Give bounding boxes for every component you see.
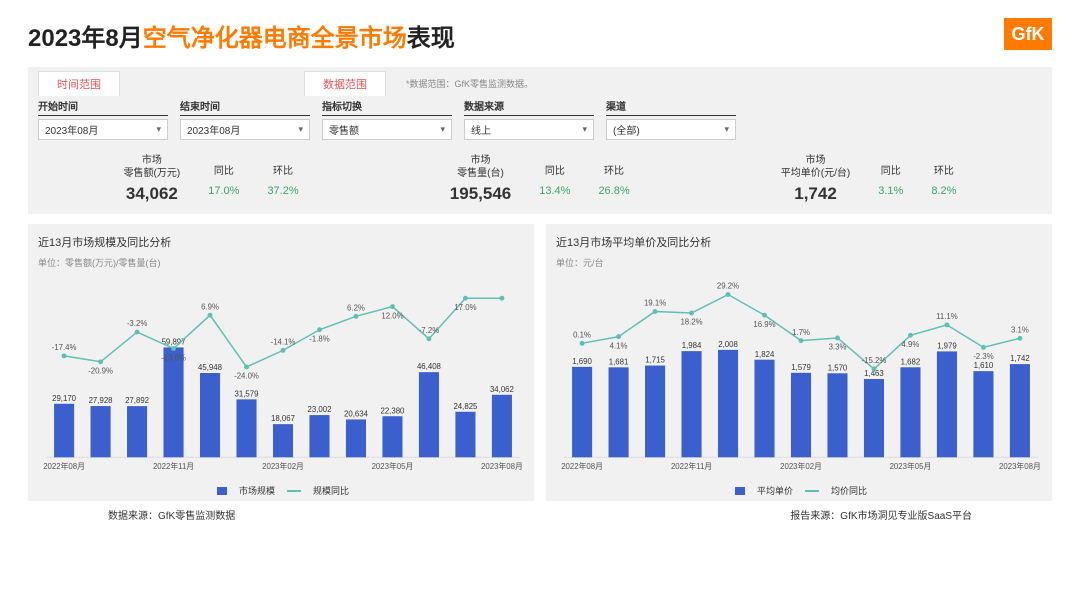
filter-metric-select[interactable]: 零售额▾	[322, 119, 452, 140]
svg-text:1,690: 1,690	[572, 357, 592, 366]
filter-channel-select[interactable]: (全部)▾	[606, 119, 736, 140]
filter-channel-label: 渠道	[606, 98, 736, 116]
chart-right-unit: 单位：元/台	[556, 256, 1046, 269]
chevron-down-icon: ▾	[440, 124, 445, 135]
page-title: 2023年8月空气净化器电商全景市场表现	[28, 18, 455, 53]
chart-market-scale: 近13月市场规模及同比分析 单位：零售额(万元)/零售量(台) 2022年08月…	[28, 224, 534, 501]
svg-text:1,824: 1,824	[755, 350, 775, 359]
svg-text:11.1%: 11.1%	[936, 312, 958, 321]
filter-start-select[interactable]: 2023年08月▾	[38, 119, 168, 140]
svg-text:-24.0%: -24.0%	[234, 372, 259, 381]
filter-panel: 时间范围 数据范围 *数据范围：GfK零售监测数据。 开始时间 2023年08月…	[28, 67, 1052, 214]
svg-text:27,928: 27,928	[89, 396, 114, 405]
footer-report-source: 报告来源：GfK市场洞见专业版SaaS平台	[790, 507, 972, 522]
svg-text:2023年08月: 2023年08月	[999, 461, 1041, 471]
svg-text:6.9%: 6.9%	[201, 302, 219, 311]
svg-text:2022年08月: 2022年08月	[43, 461, 85, 471]
chart-left-title: 近13月市场规模及同比分析	[38, 234, 528, 250]
svg-text:34,062: 34,062	[490, 385, 514, 394]
svg-text:2023年05月: 2023年05月	[890, 461, 932, 471]
svg-text:27,892: 27,892	[125, 396, 149, 405]
svg-text:2023年08月: 2023年08月	[481, 461, 523, 471]
svg-text:12.0%: 12.0%	[381, 311, 403, 320]
filter-metric-label: 指标切换	[322, 98, 452, 116]
svg-text:2022年11月: 2022年11月	[153, 461, 194, 471]
svg-text:1,570: 1,570	[828, 363, 848, 372]
svg-text:16.9%: 16.9%	[753, 320, 775, 329]
svg-text:1,742: 1,742	[1010, 354, 1030, 363]
filter-end-select[interactable]: 2023年08月▾	[180, 119, 310, 140]
svg-text:-7.2%: -7.2%	[419, 326, 439, 335]
svg-text:-1.8%: -1.8%	[309, 335, 329, 344]
svg-text:2023年02月: 2023年02月	[780, 461, 822, 471]
chart-avg-price: 近13月市场平均单价及同比分析 单位：元/台 2022年08月2022年11月2…	[546, 224, 1052, 501]
tab-data-range[interactable]: 数据范围	[304, 71, 386, 96]
svg-text:2023年02月: 2023年02月	[262, 461, 304, 471]
svg-text:1,984: 1,984	[682, 341, 702, 350]
metric-group-0: 市场零售额(万元)34,062同比17.0%环比37.2%	[124, 154, 299, 204]
svg-text:20,634: 20,634	[344, 410, 369, 419]
svg-text:-3.2%: -3.2%	[127, 319, 147, 328]
metric-group-2: 市场平均单价(元/台)1,742同比3.1%环比8.2%	[781, 154, 957, 204]
svg-text:1,579: 1,579	[791, 363, 811, 372]
svg-text:1,682: 1,682	[901, 357, 921, 366]
chart-left-svg: 2022年08月 2022年11月 2023年02月 2023年05月 2023年08月…	[38, 269, 528, 479]
legend-right-bar: 平均单价	[757, 484, 793, 497]
svg-text:-17.4%: -17.4%	[52, 343, 77, 352]
chart-right-title: 近13月市场平均单价及同比分析	[556, 234, 1046, 250]
svg-text:1,681: 1,681	[609, 357, 629, 366]
svg-text:0.1%: 0.1%	[573, 330, 591, 339]
svg-text:3.1%: 3.1%	[1011, 325, 1029, 334]
svg-text:3.3%: 3.3%	[829, 343, 847, 352]
svg-text:46,408: 46,408	[417, 362, 442, 371]
footer-data-source: 数据来源：GfK零售监测数据	[108, 507, 235, 522]
svg-text:2022年08月: 2022年08月	[561, 461, 603, 471]
svg-text:2023年05月: 2023年05月	[372, 461, 414, 471]
filter-end-label: 结束时间	[180, 98, 310, 116]
svg-text:-15.2%: -15.2%	[862, 356, 887, 365]
metric-group-1: 市场零售量(台)195,546同比13.4%环比26.8%	[450, 154, 630, 204]
svg-text:29,170: 29,170	[52, 394, 77, 403]
legend-left-line: 规模同比	[313, 484, 349, 497]
svg-text:-13.0%: -13.0%	[161, 353, 186, 362]
legend-left-bar: 市场规模	[239, 484, 275, 497]
svg-text:-20.9%: -20.9%	[88, 367, 113, 376]
svg-text:2022年11月: 2022年11月	[671, 461, 712, 471]
svg-text:29.2%: 29.2%	[717, 282, 739, 291]
gfk-logo: GfK	[1004, 18, 1052, 50]
svg-text:1,610: 1,610	[974, 361, 994, 370]
svg-text:23,002: 23,002	[308, 405, 332, 414]
svg-text:22,380: 22,380	[380, 406, 405, 415]
svg-text:1.7%: 1.7%	[792, 328, 810, 337]
svg-text:17.0%: 17.0%	[454, 303, 476, 312]
svg-text:18,067: 18,067	[271, 414, 295, 423]
svg-text:31,579: 31,579	[235, 389, 259, 398]
svg-text:1,715: 1,715	[645, 356, 665, 365]
svg-text:4.1%: 4.1%	[610, 341, 628, 350]
svg-text:18.2%: 18.2%	[680, 318, 702, 327]
svg-text:45,948: 45,948	[198, 363, 223, 372]
svg-text:2,008: 2,008	[718, 340, 738, 349]
chart-right-svg: 2022年08月 2022年11月 2023年02月 2023年05月 2023年08月…	[556, 269, 1046, 479]
chevron-down-icon: ▾	[724, 124, 729, 135]
svg-text:19.1%: 19.1%	[644, 299, 666, 308]
tab-time-range[interactable]: 时间范围	[38, 71, 120, 96]
chevron-down-icon: ▾	[298, 124, 303, 135]
chevron-down-icon: ▾	[156, 124, 161, 135]
svg-text:4.9%: 4.9%	[902, 340, 920, 349]
chart-left-unit: 单位：零售额(万元)/零售量(台)	[38, 256, 528, 269]
filter-source-select[interactable]: 线上▾	[464, 119, 594, 140]
svg-text:6.2%: 6.2%	[347, 303, 365, 312]
svg-text:24,825: 24,825	[453, 402, 478, 411]
legend-right-line: 均价同比	[831, 484, 867, 497]
data-range-note: *数据范围：GfK零售监测数据。	[406, 77, 533, 90]
filter-source-label: 数据来源	[464, 98, 594, 116]
svg-text:1,979: 1,979	[937, 341, 957, 350]
chevron-down-icon: ▾	[582, 124, 587, 135]
filter-start-label: 开始时间	[38, 98, 168, 116]
svg-text:-2.3%: -2.3%	[973, 352, 993, 361]
svg-text:-14.1%: -14.1%	[271, 337, 296, 346]
